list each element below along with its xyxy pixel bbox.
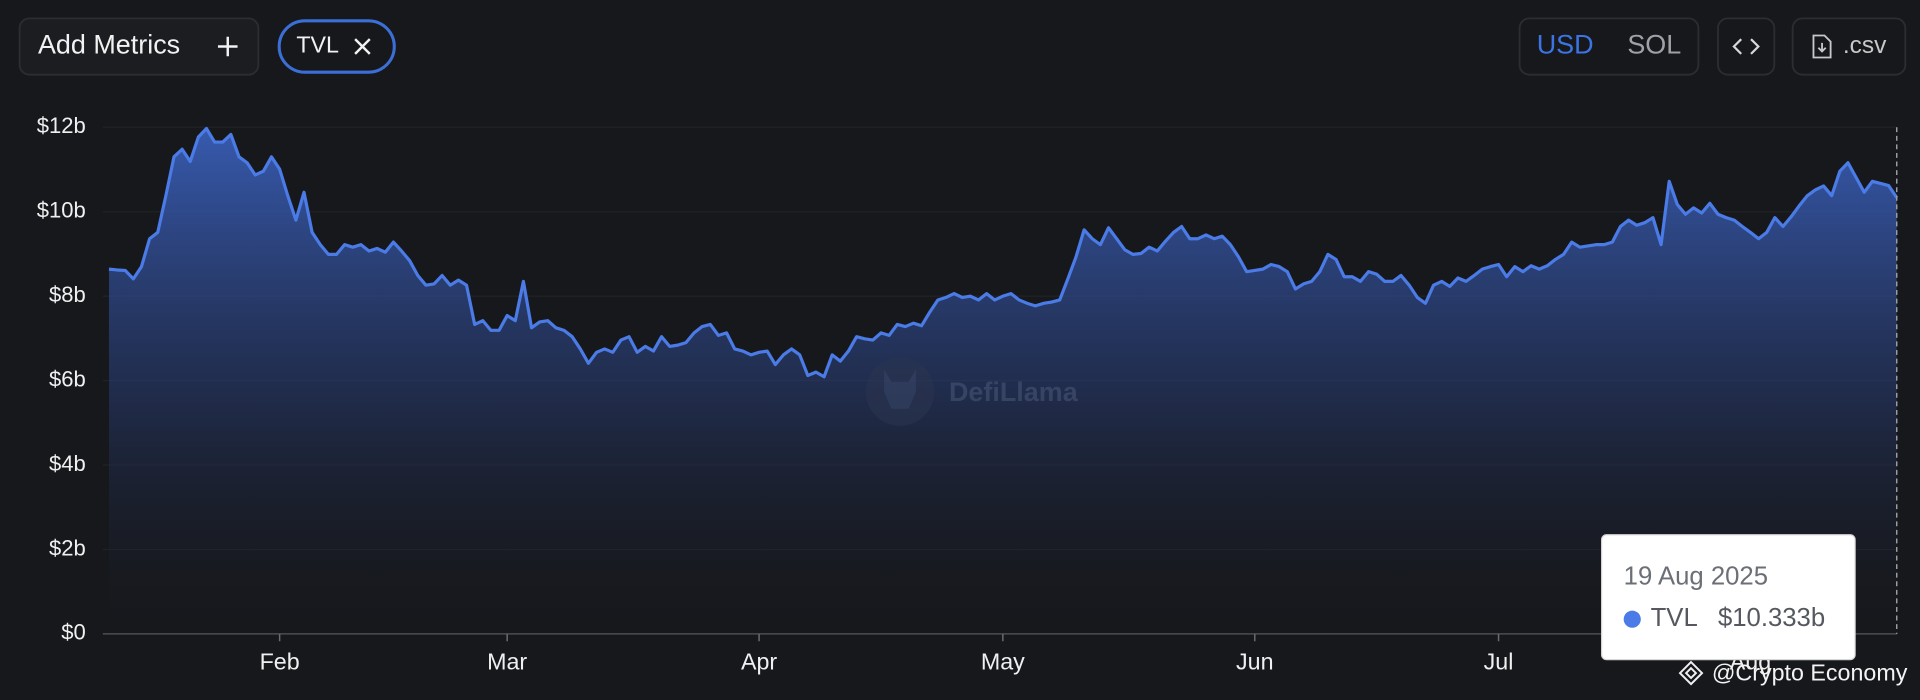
x-tick-label: Feb xyxy=(260,648,300,674)
button-frame xyxy=(1791,17,1907,76)
overlay: 19 Aug 2025 TVL $10.333b @Crypto Economy xyxy=(1601,127,1908,686)
y-tick-label: $0 xyxy=(61,620,86,645)
close-icon[interactable] xyxy=(354,38,371,55)
x-tick-label: Jun xyxy=(1236,648,1274,674)
button-frame xyxy=(1717,17,1776,76)
tooltip-box xyxy=(1601,534,1856,661)
button-frame xyxy=(18,17,260,76)
tooltip-series: TVL xyxy=(1651,604,1698,632)
currency-option[interactable]: USD xyxy=(1537,30,1594,60)
button-label: Add Metrics xyxy=(38,30,180,60)
y-tick-label: $12b xyxy=(37,113,86,138)
area-fill xyxy=(108,128,1897,634)
add-metrics-button[interactable]: Add Metrics xyxy=(18,17,260,76)
toggle-frame xyxy=(1518,17,1700,76)
credit-text: @Crypto Economy xyxy=(1712,659,1908,685)
y-tick-label: $6b xyxy=(49,366,86,391)
currency-option[interactable]: SOL xyxy=(1627,30,1681,60)
button-label: .csv xyxy=(1843,32,1887,59)
y-tick-label: $4b xyxy=(49,451,86,476)
watermark-text: DefiLlama xyxy=(949,377,1079,407)
chip-label: TVL xyxy=(296,32,339,58)
y-tick-label: $10b xyxy=(37,198,86,223)
currency-toggle: USD SOL xyxy=(1518,17,1700,76)
tooltip-title: 19 Aug 2025 xyxy=(1624,562,1768,590)
metric-chip[interactable]: TVL xyxy=(277,19,396,74)
tooltip-value: $10.333b xyxy=(1718,604,1825,632)
line xyxy=(108,126,1899,379)
plot-area: $0 $2b $4b $6b $8b $10b $12b Feb Mar Apr May Jun Jul… xyxy=(37,113,1899,674)
watermark-llama xyxy=(884,369,916,409)
plus-icon xyxy=(217,36,238,57)
embed-button[interactable] xyxy=(1717,17,1776,76)
chip-frame xyxy=(277,19,396,74)
x-tick-label: Apr xyxy=(741,648,777,674)
file-icon xyxy=(1812,34,1832,59)
x-tick-label: Jul xyxy=(1484,648,1514,674)
tooltip-marker xyxy=(1623,610,1641,628)
x-tick-label: Mar xyxy=(487,648,527,674)
y-tick-label: $2b xyxy=(49,535,86,560)
credit-icon xyxy=(1678,660,1704,686)
watermark: DefiLlama xyxy=(865,357,1079,426)
csv-button[interactable]: .csv xyxy=(1791,17,1907,76)
y-tick-label: $8b xyxy=(49,282,86,307)
x-tick-label: May xyxy=(981,648,1025,674)
code-icon xyxy=(1732,38,1760,55)
